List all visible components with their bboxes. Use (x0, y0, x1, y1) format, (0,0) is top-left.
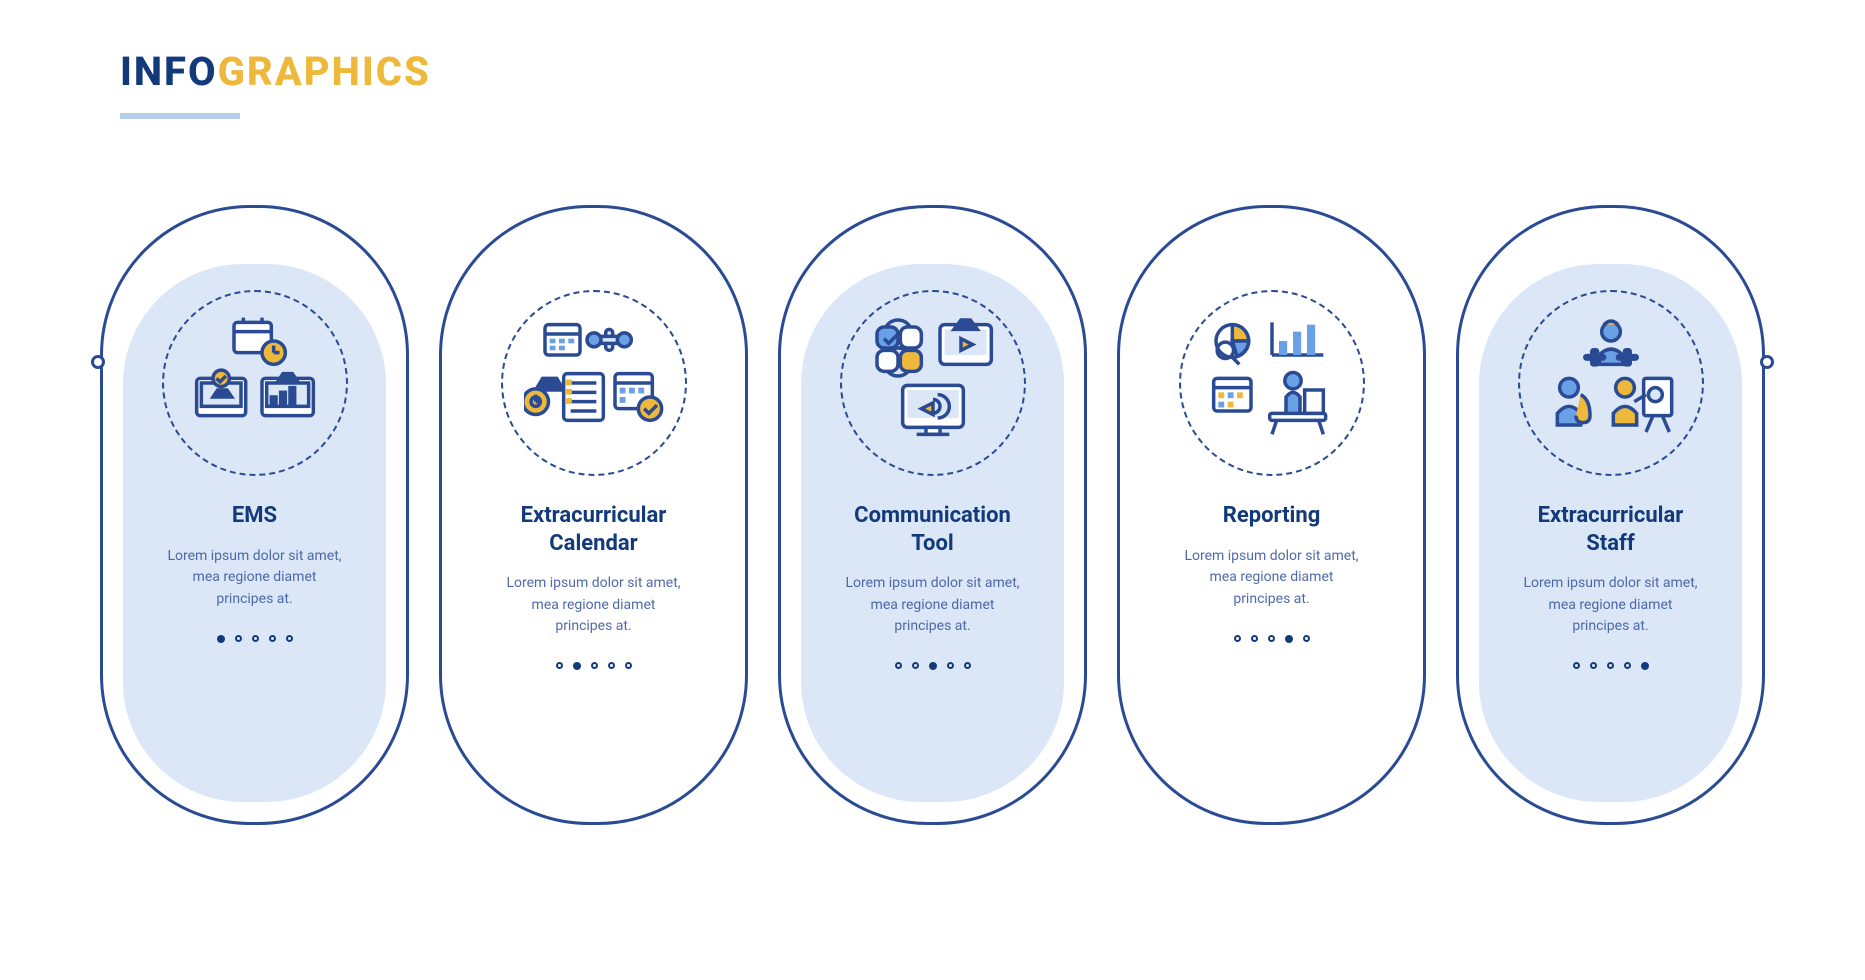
comm-icon-svg (863, 313, 1003, 453)
step-dot (1573, 662, 1580, 669)
step-dot (1285, 635, 1293, 643)
infographic-stage: EMS Lorem ipsum dolor sit amet, mea regi… (100, 90, 1765, 940)
step-dot (1641, 662, 1649, 670)
step-dot (1624, 662, 1631, 669)
card-ems-container: EMS Lorem ipsum dolor sit amet, mea regi… (100, 205, 409, 825)
title-part1: INFO (120, 48, 218, 95)
step-dot (964, 662, 971, 669)
card-content: EMS Lorem ipsum dolor sit amet, mea regi… (129, 502, 380, 611)
timeline-endpoint-right (1760, 355, 1774, 369)
reporting-icon (1179, 290, 1365, 476)
card-desc: Lorem ipsum dolor sit amet, mea regione … (1180, 546, 1363, 611)
step-dot (252, 635, 259, 642)
card-step-dots (217, 635, 293, 643)
card-title: EMS (163, 502, 346, 530)
step-dot (625, 662, 632, 669)
card-content: Communication Tool Lorem ipsum dolor sit… (807, 502, 1058, 638)
card-calendar-container: Extracurricular Calendar Lorem ipsum dol… (439, 205, 748, 825)
card-calendar: Extracurricular Calendar Lorem ipsum dol… (439, 205, 748, 825)
comm-icon (840, 290, 1026, 476)
step-dot (895, 662, 902, 669)
card-content: Extracurricular Calendar Lorem ipsum dol… (468, 502, 719, 638)
timeline-endpoint-left (91, 355, 105, 369)
step-dot (947, 662, 954, 669)
step-dot (235, 635, 242, 642)
step-dot (1268, 635, 1275, 642)
card-title: Reporting (1180, 502, 1363, 530)
step-dot (912, 662, 919, 669)
step-dot (556, 662, 563, 669)
card-title: Extracurricular Calendar (502, 502, 685, 557)
step-dot (217, 635, 225, 643)
card-desc: Lorem ipsum dolor sit amet, mea regione … (841, 573, 1024, 638)
reporting-icon-svg (1202, 313, 1342, 453)
title-part2: GRAPHICS (218, 48, 431, 95)
card-step-dots (556, 662, 632, 670)
card-title: Communication Tool (841, 502, 1024, 557)
card-content: Reporting Lorem ipsum dolor sit amet, me… (1146, 502, 1397, 611)
step-dot (1234, 635, 1241, 642)
page-title: INFOGRAPHICS (120, 48, 431, 95)
calendar-icon (501, 290, 687, 476)
card-reporting-container: Reporting Lorem ipsum dolor sit amet, me… (1117, 205, 1426, 825)
card-row: EMS Lorem ipsum dolor sit amet, mea regi… (100, 90, 1765, 940)
staff-icon (1518, 290, 1704, 476)
card-staff-container: Extracurricular Staff Lorem ipsum dolor … (1456, 205, 1765, 825)
step-dot (269, 635, 276, 642)
card-title: Extracurricular Staff (1519, 502, 1702, 557)
calendar-icon-svg (524, 313, 664, 453)
ems-icon-svg (185, 313, 325, 453)
step-dot (1590, 662, 1597, 669)
card-comm-container: Communication Tool Lorem ipsum dolor sit… (778, 205, 1087, 825)
card-staff: Extracurricular Staff Lorem ipsum dolor … (1456, 205, 1765, 825)
card-comm: Communication Tool Lorem ipsum dolor sit… (778, 205, 1087, 825)
card-step-dots (895, 662, 971, 670)
card-step-dots (1573, 662, 1649, 670)
step-dot (286, 635, 293, 642)
card-reporting: Reporting Lorem ipsum dolor sit amet, me… (1117, 205, 1426, 825)
step-dot (1303, 635, 1310, 642)
card-desc: Lorem ipsum dolor sit amet, mea regione … (1519, 573, 1702, 638)
card-content: Extracurricular Staff Lorem ipsum dolor … (1485, 502, 1736, 638)
step-dot (1607, 662, 1614, 669)
step-dot (573, 662, 581, 670)
step-dot (1251, 635, 1258, 642)
card-desc: Lorem ipsum dolor sit amet, mea regione … (502, 573, 685, 638)
ems-icon (162, 290, 348, 476)
staff-icon-svg (1541, 313, 1681, 453)
card-step-dots (1234, 635, 1310, 643)
step-dot (608, 662, 615, 669)
card-ems: EMS Lorem ipsum dolor sit amet, mea regi… (100, 205, 409, 825)
card-desc: Lorem ipsum dolor sit amet, mea regione … (163, 546, 346, 611)
step-dot (591, 662, 598, 669)
step-dot (929, 662, 937, 670)
